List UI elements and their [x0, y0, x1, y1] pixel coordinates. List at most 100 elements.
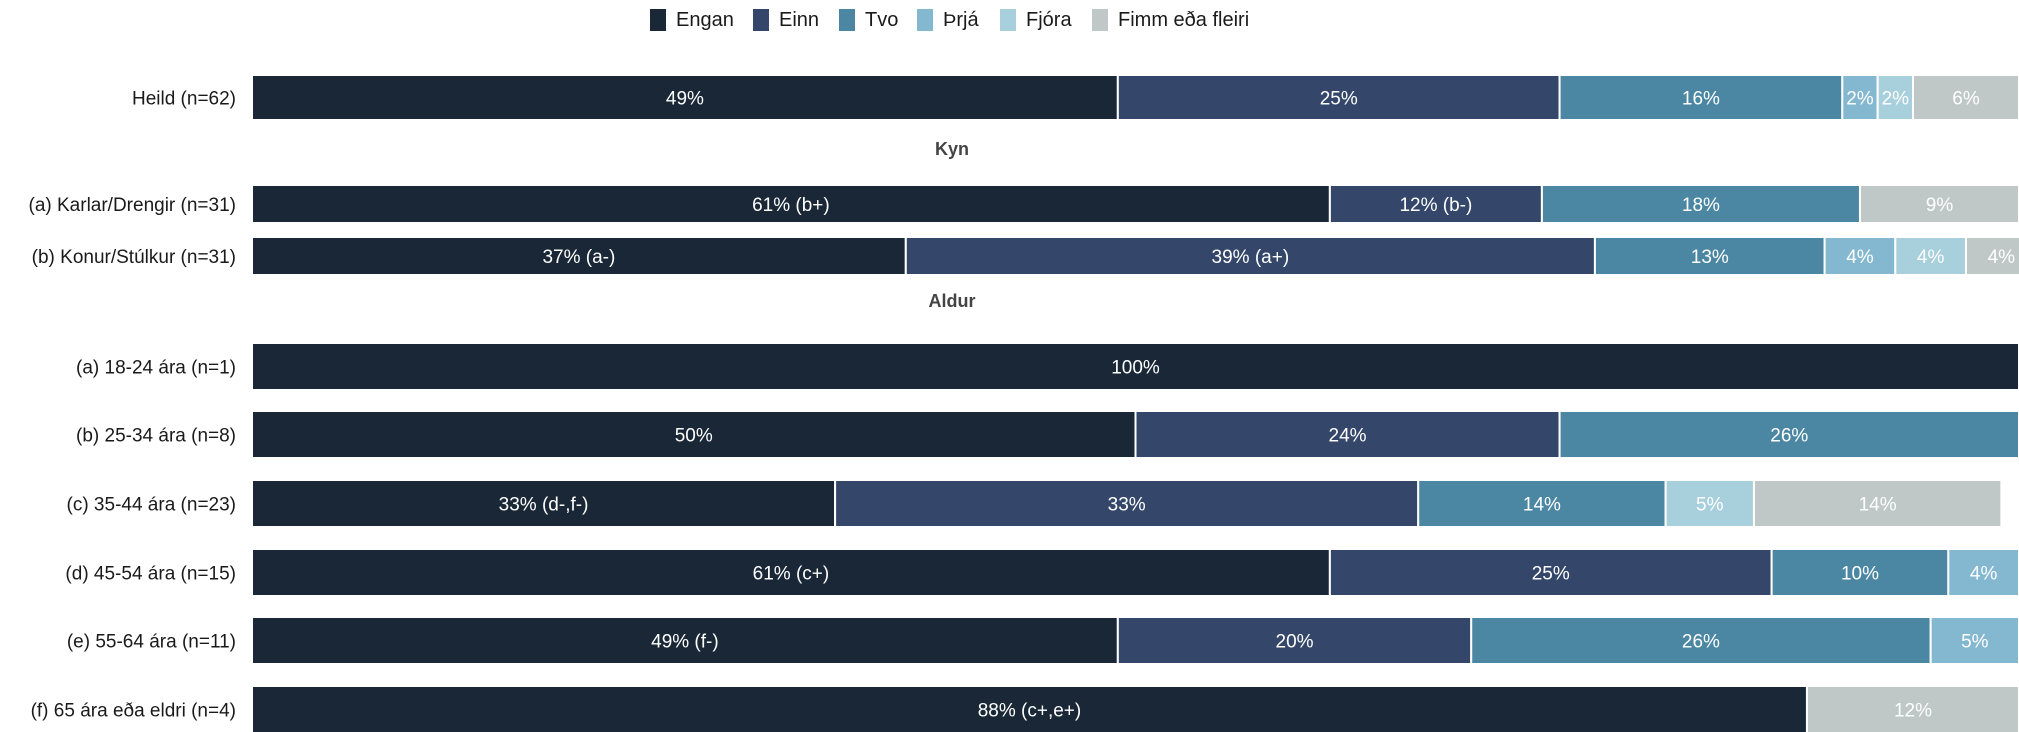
legend-label-tvo: Tvo — [865, 9, 898, 31]
bar-segment-engan — [251, 342, 2019, 391]
data-label: 6% — [1952, 89, 1980, 110]
row-label: (b) Konur/Stúlkur (n=31) — [32, 247, 236, 268]
data-label: 4% — [1846, 247, 1874, 268]
data-label: 12% (b-) — [1399, 195, 1472, 216]
data-label: 26% — [1682, 632, 1720, 653]
bar-row: (d) 45-54 ára (n=15) 61% (c+) 25% 10% 4% — [65, 548, 2019, 597]
data-label: 50% — [675, 426, 713, 447]
data-label: 16% — [1682, 89, 1720, 110]
bar-row: (a) 18-24 ára (n=1) 100% — [76, 342, 2019, 391]
data-label: 2% — [1846, 89, 1874, 110]
legend-swatch-fimm-e-a-fleiri — [1092, 9, 1108, 31]
bar-segment-einn — [1116, 74, 1561, 121]
bar-row: (f) 65 ára eða eldri (n=4) 88% (c+,e+) 12% — [31, 685, 2019, 732]
data-label: 26% — [1770, 426, 1808, 447]
row-label: (d) 45-54 ára (n=15) — [65, 564, 236, 585]
bar-segment-einn — [1116, 616, 1473, 665]
data-label: 61% (b+) — [752, 195, 830, 216]
bar-row: (e) 55-64 ára (n=11) 49% (f-) 20% 26% 5% — [67, 616, 2019, 665]
bar-segment-fjora — [1664, 479, 1755, 528]
data-label: 5% — [1961, 632, 1989, 653]
data-label: 9% — [1926, 195, 1954, 216]
row-label: (a) Karlar/Drengir (n=31) — [29, 195, 237, 216]
data-label: 12% — [1894, 701, 1932, 722]
data-label: 13% — [1691, 247, 1729, 268]
row-label: (f) 65 ára eða eldri (n=4) — [31, 701, 236, 722]
data-label: 61% (c+) — [753, 564, 830, 585]
row-label: (b) 25-34 ára (n=8) — [76, 426, 236, 447]
bar-segment-rja — [1823, 236, 1897, 276]
data-label: 49% — [666, 89, 704, 110]
legend-label-rja: Þrjá — [943, 9, 979, 31]
row-label: (a) 18-24 ára (n=1) — [76, 358, 236, 379]
data-label: 33% — [1108, 495, 1146, 516]
data-label: 39% (a+) — [1212, 247, 1290, 268]
data-label: 24% — [1329, 426, 1367, 447]
bar-segment-tvo — [1540, 184, 1861, 224]
row-label: (c) 35-44 ára (n=23) — [67, 495, 237, 516]
bar-segment-fimm-e-a-fleiri — [1752, 479, 2003, 528]
bar-row: (b) Konur/Stúlkur (n=31) 37% (a-) 39% (a+)… — [32, 236, 2019, 276]
group-heading-kyn: Kyn — [935, 139, 969, 159]
bar-segment-fimm-e-a-fleiri — [1964, 236, 2019, 276]
data-label: 20% — [1276, 632, 1314, 653]
legend-swatch-fjora — [1000, 9, 1016, 31]
bar-segment-tvo — [1558, 74, 1844, 121]
data-label: 100% — [1111, 358, 1160, 379]
bar-segment-rja — [1929, 616, 2019, 665]
row-label: Heild (n=62) — [132, 89, 236, 110]
row-label: (e) 55-64 ára (n=11) — [67, 632, 236, 653]
legend-swatch-rja — [917, 9, 933, 31]
bar-segment-fjora — [1876, 74, 1914, 121]
data-label: 4% — [1970, 564, 1998, 585]
legend-label-fimm-e-a-fleiri: Fimm eða fleiri — [1118, 9, 1249, 31]
bar-segment-engan — [251, 548, 1331, 597]
bar-row: Heild (n=62) 49% 25% 16% 2% 2% 6% — [132, 74, 2019, 121]
bar-segment-engan — [251, 685, 1808, 732]
data-label: 14% — [1859, 495, 1897, 516]
legend-swatch-einn — [753, 9, 769, 31]
bar-row: (c) 35-44 ára (n=23) 33% (d-,f-) 33% 14% 5% 1… — [67, 479, 2003, 528]
chart-legend: Engan Einn Tvo Þrjá Fjóra Fimm eða fleiri — [650, 9, 1249, 31]
bar-segment-tvo — [1770, 548, 1950, 597]
bar-row: (a) Karlar/Drengir (n=31) 61% (b+) 12% (b-… — [29, 184, 2019, 224]
data-label: 5% — [1696, 495, 1724, 516]
legend-swatch-tvo — [839, 9, 855, 31]
legend-swatch-engan — [650, 9, 666, 31]
bar-segment-fimm-e-a-fleiri — [1858, 184, 2019, 224]
legend-label-einn: Einn — [779, 9, 819, 31]
data-label: 33% (d-,f-) — [499, 495, 589, 516]
bar-segment-engan — [251, 479, 837, 528]
bar-segment-engan — [251, 616, 1119, 665]
data-label: 37% (a-) — [542, 247, 615, 268]
bar-segment-einn — [834, 479, 1420, 528]
data-label: 18% — [1682, 195, 1720, 216]
bar-segment-fimm-e-a-fleiri — [1911, 74, 2019, 121]
chart-plot-area: Heild (n=62) 49% 25% 16% 2% 2% 6% Kyn (a) Karlar… — [29, 74, 2019, 732]
bar-segment-engan — [251, 74, 1119, 121]
group-heading-aldur: Aldur — [929, 291, 976, 311]
data-label: 88% (c+,e+) — [978, 701, 1082, 722]
bar-segment-engan — [251, 184, 1331, 224]
bar-segment-einn — [1134, 410, 1561, 459]
data-label: 49% (f-) — [651, 632, 719, 653]
legend-label-engan: Engan — [676, 9, 734, 31]
bar-segment-engan — [251, 410, 1137, 459]
data-label: 10% — [1841, 564, 1879, 585]
data-label: 25% — [1320, 89, 1358, 110]
bar-segment-einn — [1328, 184, 1543, 224]
data-label: 4% — [1917, 247, 1945, 268]
data-label: 2% — [1882, 89, 1910, 110]
legend-label-fjora: Fjóra — [1026, 9, 1072, 31]
data-label: 4% — [1988, 247, 2016, 268]
bar-segment-tvo — [1593, 236, 1826, 276]
bar-segment-tvo — [1558, 410, 2019, 459]
bar-segment-rja — [1947, 548, 2019, 597]
bar-segment-tvo — [1470, 616, 1932, 665]
data-label: 14% — [1523, 495, 1561, 516]
bar-row: (b) 25-34 ára (n=8) 50% 24% 26% — [76, 410, 2019, 459]
bar-segment-einn — [1328, 548, 1773, 597]
data-label: 25% — [1532, 564, 1570, 585]
bar-segment-einn — [904, 236, 1596, 276]
